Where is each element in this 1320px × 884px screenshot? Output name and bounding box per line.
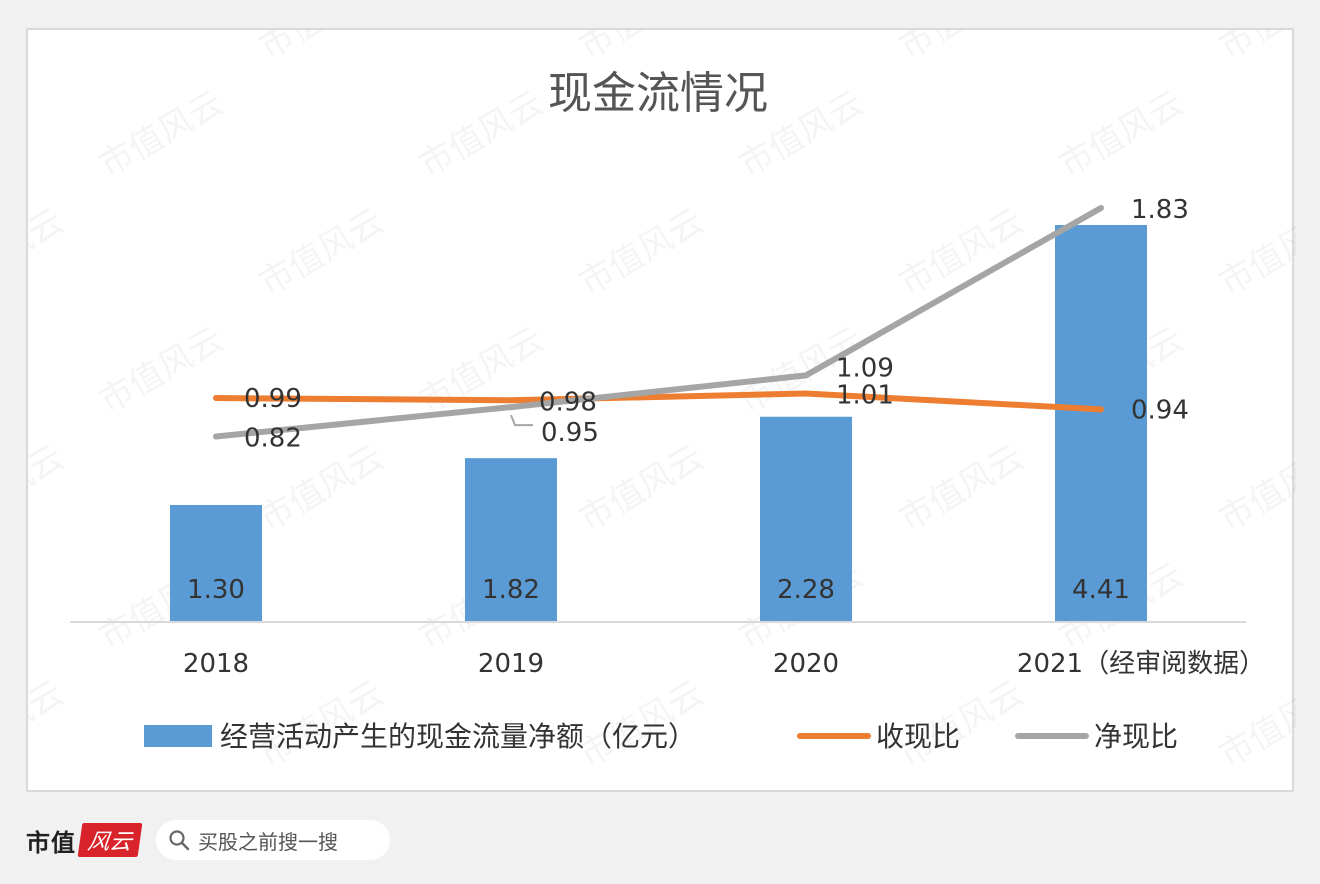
brand-logo: 风云 (77, 823, 143, 857)
watermark-text: 市值风云 (893, 30, 1031, 68)
x-tick-label: 2018 (183, 649, 249, 679)
bar-2020 (760, 416, 852, 622)
chart-title: 现金流情况 (548, 68, 768, 119)
brand-name: 市值 (26, 827, 76, 857)
chart-card: 市值风云 市值风云 市值风云 市值风云 市值风云 市值风云 市值风云 市值风云 市值风云 市值风云… (26, 28, 1297, 792)
line-收现比 (213, 390, 1104, 413)
search-placeholder: 买股之前搜一搜 (198, 829, 339, 854)
bar-value-label: 2.28 (777, 575, 835, 605)
watermark-text: 市值风云 (253, 201, 391, 304)
line-value-label-净现比: 1.09 (836, 353, 894, 383)
watermark-text: 市值风云 (93, 83, 231, 186)
bar-2021（经审阅数据） (1055, 225, 1147, 622)
legend-swatch-bar (144, 725, 212, 747)
watermark-text: 市值风云 (253, 30, 391, 68)
bar-value-label: 1.82 (482, 575, 540, 605)
watermark-text: 市值风云 (28, 673, 70, 776)
watermark-text: 市值风云 (1213, 201, 1297, 304)
legend-label: 收现比 (876, 720, 960, 753)
bar-series (170, 225, 1147, 622)
line-value-label-收现比: 1.01 (836, 381, 894, 411)
watermark-text: 市值风云 (413, 83, 551, 186)
footer: 市值 风云 买股之前搜一搜 (26, 818, 391, 862)
bar-2018 (170, 504, 262, 622)
label-leader-line (510, 414, 533, 427)
watermark-text: 市值风云 (573, 201, 711, 304)
search-bar[interactable]: 买股之前搜一搜 (156, 820, 391, 860)
watermark-text: 市值风云 (573, 30, 711, 68)
x-tick-label: 2019 (478, 649, 544, 679)
legend-label: 经营活动产生的现金流量净额（亿元） (220, 720, 696, 753)
legend-label: 净现比 (1094, 720, 1178, 753)
watermark-text: 市值风云 (1213, 437, 1297, 540)
legend: 经营活动产生的现金流量净额（亿元） 收现比 净现比 (144, 720, 1178, 753)
watermark-text: 市值风云 (1053, 83, 1191, 186)
watermark-text: 市值风云 (1213, 30, 1297, 68)
watermark-text: 市值风云 (1213, 673, 1297, 776)
line-value-label-净现比: 0.95 (541, 418, 599, 448)
line-value-label-收现比: 0.98 (539, 387, 597, 417)
line-value-label-收现比: 0.94 (1131, 395, 1189, 425)
watermark-text: 市值风云 (893, 437, 1031, 540)
watermark-text: 市值风云 (28, 30, 70, 68)
line-净现比 (213, 205, 1104, 440)
bar-value-label: 1.30 (187, 575, 245, 605)
x-tick-label: 2020 (773, 649, 839, 679)
bar-value-label: 4.41 (1072, 575, 1130, 605)
line-series (213, 205, 1104, 440)
watermark-text: 市值风云 (93, 319, 231, 422)
data-labels: 1.30 1.82 2.28 4.41 0.99 0.98 1.01 0.94 0.82 0.95… (187, 195, 1189, 605)
line-value-label-收现比: 0.99 (244, 384, 302, 414)
x-tick-label: 2021（经审阅数据） (1017, 649, 1265, 679)
watermark-text: 市值风云 (573, 437, 711, 540)
watermark-text: 市值风云 (28, 201, 70, 304)
line-value-label-净现比: 1.83 (1131, 195, 1189, 225)
x-tick-labels: 2018 2019 2020 2021（经审阅数据） (183, 649, 1265, 679)
watermark-text: 市值风云 (28, 437, 70, 540)
bar-2019 (465, 458, 557, 622)
line-value-label-净现比: 0.82 (244, 423, 302, 453)
search-icon (169, 830, 190, 851)
